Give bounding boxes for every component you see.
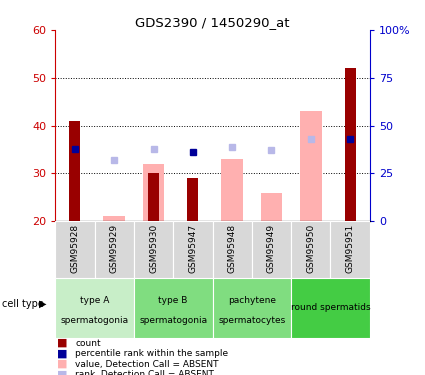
Text: GSM95949: GSM95949 [267,224,276,273]
Text: GSM95950: GSM95950 [306,224,315,273]
Bar [187,178,198,221]
Bar [331,221,370,278]
Bar [143,164,164,221]
Text: pachytene: pachytene [228,296,276,305]
Bar [252,221,291,278]
Bar [94,221,134,278]
Text: GSM95948: GSM95948 [228,224,237,273]
Text: value, Detection Call = ABSENT: value, Detection Call = ABSENT [75,360,219,369]
Text: percentile rank within the sample: percentile rank within the sample [75,349,228,358]
Text: cell type: cell type [2,299,44,309]
Bar [55,278,134,338]
Bar [134,221,173,278]
Text: ■: ■ [57,338,68,348]
Text: type A: type A [80,296,109,305]
Text: spermatogonia: spermatogonia [139,316,207,325]
Bar [173,221,212,278]
Bar [291,278,370,338]
Text: GSM95947: GSM95947 [188,224,197,273]
Bar [291,221,331,278]
Text: GSM95930: GSM95930 [149,224,158,273]
Text: GSM95929: GSM95929 [110,224,119,273]
Bar [212,221,252,278]
Bar [69,121,80,221]
Text: ▶: ▶ [39,299,47,309]
Bar [345,68,356,221]
Text: round spermatids: round spermatids [291,303,370,312]
Text: rank, Detection Call = ABSENT: rank, Detection Call = ABSENT [75,370,214,375]
Bar [55,221,94,278]
Text: count: count [75,339,101,348]
Text: GSM95928: GSM95928 [71,224,79,273]
Text: GSM95951: GSM95951 [346,224,354,273]
Bar [221,159,243,221]
Text: ■: ■ [57,349,68,358]
Bar [148,173,159,221]
Text: ■: ■ [57,359,68,369]
Bar [212,278,291,338]
Bar [134,278,212,338]
Text: spermatocytes: spermatocytes [218,316,286,325]
Title: GDS2390 / 1450290_at: GDS2390 / 1450290_at [135,16,290,29]
Text: spermatogonia: spermatogonia [60,316,129,325]
Text: ■: ■ [57,370,68,375]
Bar [103,216,125,221]
Bar [300,111,322,221]
Text: type B: type B [159,296,188,305]
Bar [261,193,282,221]
